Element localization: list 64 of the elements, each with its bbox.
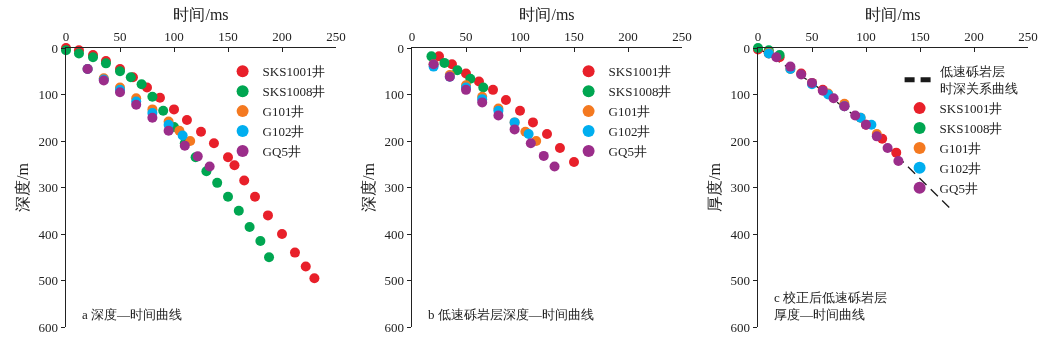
- legend-label: G101井: [608, 104, 651, 120]
- x-tick-label: 50: [459, 29, 473, 45]
- x-tick-label: 50: [113, 29, 127, 45]
- y-tick-label: 400: [730, 226, 750, 242]
- x-tick-label: 100: [164, 29, 184, 45]
- y-axis-title: 深度/m: [13, 162, 31, 212]
- y-axis-title: 厚度/m: [705, 162, 723, 212]
- x-axis-title: 时间/ms: [173, 6, 229, 24]
- y-axis-title: 深度/m: [359, 162, 377, 212]
- x-tick-label: 200: [618, 29, 638, 45]
- y-tick-label: 600: [38, 319, 58, 335]
- x-axis-title: 时间/ms: [865, 6, 921, 24]
- x-tick-label: 0: [754, 29, 762, 45]
- y-tick-label: 100: [38, 87, 58, 103]
- x-tick-label: 0: [62, 29, 70, 45]
- x-tick-label: 250: [672, 29, 692, 45]
- y-tick-label: 0: [397, 40, 404, 56]
- legend-label: GQ5井: [262, 143, 301, 159]
- legend-label: SKS1008井: [939, 121, 1003, 137]
- x-tick-label: 250: [326, 29, 346, 45]
- x-tick-label: 150: [564, 29, 584, 45]
- legend-label: G101井: [262, 104, 305, 120]
- y-tick-label: 200: [384, 133, 404, 149]
- y-tick-label: 600: [384, 319, 404, 335]
- legend-label: G101井: [939, 140, 982, 156]
- legend-label: SKS1008井: [262, 84, 326, 100]
- y-tick-label: 500: [38, 273, 58, 289]
- x-tick-label: 50: [805, 29, 819, 45]
- annotation: c 校正后低速砾岩层厚度—时间曲线: [774, 290, 888, 322]
- x-tick-label: 150: [218, 29, 238, 45]
- x-tick-label: 250: [1018, 29, 1038, 45]
- annotation: a 深度—时间曲线: [82, 307, 183, 322]
- y-tick-label: 500: [384, 273, 404, 289]
- x-axis-title: 时间/ms: [519, 6, 575, 24]
- x-tick-label: 0: [408, 29, 416, 45]
- y-tick-label: 400: [38, 226, 58, 242]
- legend-label: G102井: [939, 160, 982, 176]
- legend-label: SKS1008井: [608, 84, 672, 100]
- legend-label: GQ5井: [939, 180, 978, 196]
- legend-label: G102井: [608, 124, 651, 140]
- x-tick-label: 200: [964, 29, 984, 45]
- y-tick-label: 300: [38, 180, 58, 196]
- annotation: b 低速砾岩层深度—时间曲线: [428, 307, 594, 322]
- y-tick-label: 500: [730, 273, 750, 289]
- y-tick-label: 200: [730, 133, 750, 149]
- y-tick-label: 400: [384, 226, 404, 242]
- y-tick-label: 200: [38, 133, 58, 149]
- legend-label: G102井: [262, 124, 305, 140]
- y-tick-label: 0: [743, 40, 750, 56]
- y-tick-label: 100: [730, 87, 750, 103]
- legend-label: SKS1001井: [939, 101, 1003, 117]
- legend-label: SKS1001井: [262, 64, 326, 80]
- legend-label: 低速砾岩层时深关系曲线: [939, 64, 1018, 97]
- y-tick-label: 300: [384, 180, 404, 196]
- y-tick-label: 0: [51, 40, 58, 56]
- x-tick-label: 150: [910, 29, 930, 45]
- y-tick-label: 300: [730, 180, 750, 196]
- legend-label: GQ5井: [608, 143, 647, 159]
- x-tick-label: 200: [272, 29, 292, 45]
- y-tick-label: 100: [384, 87, 404, 103]
- x-tick-label: 100: [510, 29, 530, 45]
- x-tick-label: 100: [856, 29, 876, 45]
- legend-label: SKS1001井: [608, 64, 672, 80]
- y-tick-label: 600: [730, 319, 750, 335]
